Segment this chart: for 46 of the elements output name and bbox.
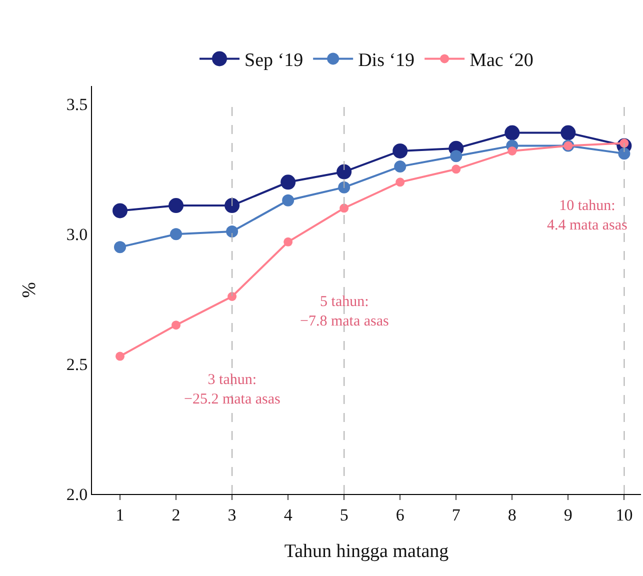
legend-label: Dis ‘19 — [358, 50, 415, 72]
x-tick-label: 7 — [452, 505, 461, 524]
point — [560, 125, 576, 140]
y-tick-label: 3.5 — [66, 95, 88, 114]
x-tick-label: 5 — [340, 505, 348, 524]
x-tick-label: 8 — [508, 505, 516, 524]
legend-label: Mac ‘20 — [470, 50, 534, 72]
point — [168, 198, 184, 214]
point — [170, 228, 182, 240]
annotation: 10 tahun: 4.4 mata asas — [547, 198, 628, 234]
point — [336, 164, 352, 180]
x-tick-label: 10 — [616, 505, 633, 524]
annotation: 5 tahun: −7.8 mata asas — [300, 294, 390, 330]
point — [450, 150, 462, 162]
x-tick-label: 6 — [396, 505, 404, 524]
legend-label: Sep ‘19 — [244, 50, 304, 72]
point — [452, 164, 461, 174]
point — [226, 226, 238, 238]
point — [114, 241, 126, 254]
annotation: 3 tahun: −25.2 mata asas — [184, 372, 281, 408]
point — [508, 146, 517, 156]
point — [112, 203, 128, 218]
point — [394, 160, 406, 173]
x-tick-label: 2 — [172, 505, 180, 524]
point — [392, 143, 408, 158]
y-tick-label: 2.0 — [66, 484, 88, 504]
point — [116, 352, 125, 361]
point — [224, 198, 240, 214]
y-axis-title: % — [19, 282, 40, 298]
point — [396, 178, 405, 187]
y-tick-label: 3.0 — [66, 225, 88, 244]
point — [504, 125, 520, 140]
x-tick-label: 9 — [564, 505, 572, 524]
point — [284, 237, 293, 246]
point — [280, 174, 296, 190]
point — [228, 292, 237, 301]
x-tick-label: 3 — [228, 505, 236, 524]
point — [338, 181, 350, 194]
x-axis-title: Tahun hingga matang — [284, 541, 450, 562]
point — [172, 320, 181, 330]
point — [618, 148, 630, 160]
x-tick-label: 1 — [116, 505, 124, 524]
point — [340, 204, 349, 213]
y-tick-label: 2.5 — [66, 355, 88, 374]
point — [282, 194, 294, 206]
x-tick-label: 4 — [284, 505, 293, 524]
